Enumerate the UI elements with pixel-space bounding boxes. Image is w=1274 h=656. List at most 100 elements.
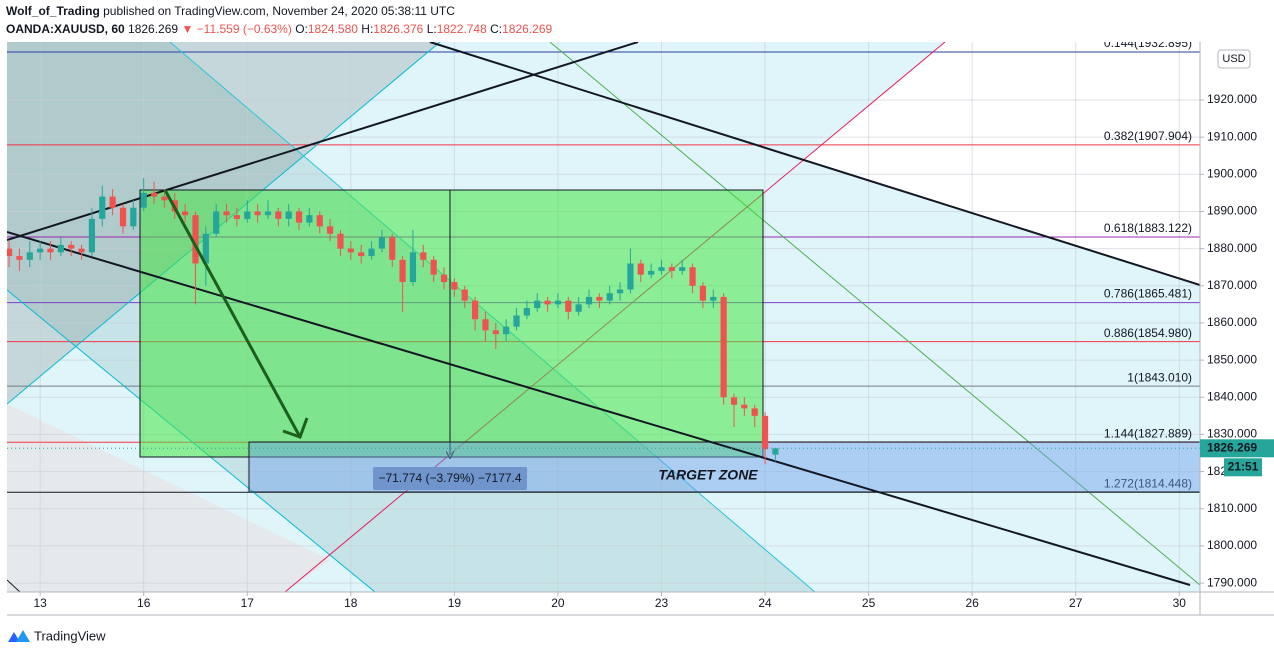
candle-body [440, 274, 448, 283]
footer-brand: TradingView [34, 628, 106, 643]
candle-body [347, 248, 354, 253]
candle-body [316, 215, 323, 227]
fib-label: 0.618(1883.122) [1104, 221, 1192, 235]
fib-label: 0.382(1907.904) [1104, 129, 1192, 143]
candle-body [648, 270, 655, 275]
x-tick-label: 17 [241, 596, 255, 610]
logo-icon [16, 630, 30, 642]
y-tick-label: 1810.000 [1207, 501, 1257, 515]
candle-body [554, 300, 562, 305]
legend-line: OANDA:XAUUSD, 60 1826.269 ▼ −11.559 (−0.… [6, 22, 552, 36]
change-arrow: ▼ [181, 22, 193, 36]
candle-body [233, 215, 241, 219]
fib-label: 0.886(1854.980) [1104, 326, 1192, 340]
candle-body [16, 256, 23, 260]
candle-body [378, 237, 385, 249]
candle-body [130, 207, 137, 227]
candle-body [192, 215, 199, 264]
candle-body [741, 404, 748, 409]
candle-body [637, 263, 644, 275]
open-value: 1824.580 [308, 22, 358, 36]
x-tick-label: 26 [965, 596, 979, 610]
candles [7, 178, 779, 465]
x-tick-label: 23 [655, 596, 669, 610]
countdown-box [1224, 458, 1262, 477]
high-value: 1826.376 [373, 22, 423, 36]
price-tag-label: 1826.269 [1207, 440, 1257, 454]
range-box [139, 189, 764, 458]
y-tick-label: 1910.000 [1207, 129, 1257, 143]
currency: USD [1222, 53, 1245, 65]
price-tag-box [1200, 439, 1274, 458]
candle-body [182, 211, 189, 216]
green-line [549, 42, 1200, 586]
forecast-arrowhead [282, 417, 309, 439]
y-tick-label: 1860.000 [1207, 315, 1257, 329]
candle-body [161, 196, 168, 201]
candle-body [109, 196, 116, 208]
candle-body [264, 211, 272, 216]
candle-body [306, 215, 313, 223]
symbol: OANDA:XAUUSD, 60 [6, 22, 125, 36]
candle-body [420, 252, 427, 260]
author: Wolf_of_Trading [6, 4, 100, 18]
y-tick-label: 1840.000 [1207, 389, 1257, 403]
candle-body [254, 211, 261, 216]
y-tick-label: 1880.000 [1207, 241, 1257, 255]
y-tick-label: 1870.000 [1207, 278, 1257, 292]
candle-body [616, 289, 624, 294]
open-label: O: [295, 22, 308, 36]
candle-body [689, 267, 696, 286]
candle-body [7, 248, 13, 257]
candle-body [710, 296, 717, 301]
candle-body [213, 211, 220, 234]
candle-body [68, 244, 75, 249]
drawings-front: −71.774 (−3.79%) −7177.4 TARGET ZONE [163, 189, 758, 490]
x-tick-label: 13 [33, 596, 47, 610]
y-tick-label: 1790.000 [1207, 575, 1257, 589]
low-value: 1822.748 [437, 22, 487, 36]
x-tick-label: 18 [344, 596, 358, 610]
y-tick-label: 1920.000 [1207, 92, 1257, 106]
forecast-arrow [163, 189, 302, 438]
candle-body [368, 248, 375, 257]
y-tick-label: 1830.000 [1207, 427, 1257, 441]
close-value: 1826.269 [502, 22, 552, 36]
candle-body [389, 237, 396, 260]
x-tick-label: 30 [1173, 596, 1187, 610]
candle-body [679, 267, 686, 271]
candle-body [492, 330, 499, 335]
candle-body [761, 415, 769, 450]
candle-body [451, 282, 458, 290]
candle-body [699, 285, 707, 301]
candle-body [275, 211, 282, 219]
candle-body [668, 267, 675, 271]
x-tick-label: 20 [551, 596, 565, 610]
candle-body [326, 226, 334, 234]
candle-body [730, 397, 738, 405]
candle-body [119, 207, 127, 227]
candle-body [751, 408, 758, 416]
y-tick-label: 1900.000 [1207, 166, 1257, 180]
change: −11.559 (−0.63%) [197, 22, 292, 36]
countdown: 21:51 [1228, 459, 1259, 473]
header-line: Wolf_of_Trading published on TradingView… [6, 4, 455, 18]
candle-body [523, 308, 530, 316]
candle-body [503, 326, 510, 335]
fib-label: 0.144(1932.895) [1104, 36, 1192, 50]
candle-body [565, 300, 572, 312]
high-label: H: [361, 22, 373, 36]
candle-body [596, 296, 603, 301]
published: published on TradingView.com, November 2… [103, 4, 455, 18]
close-label: C: [490, 22, 502, 36]
x-tick-label: 27 [1069, 596, 1083, 610]
measure-box [373, 467, 527, 490]
candle-body [358, 252, 365, 257]
candle-body [88, 218, 96, 253]
y-tick-label: 1850.000 [1207, 352, 1257, 366]
currency-box[interactable] [1217, 49, 1251, 69]
measure-label: −71.774 (−3.79%) −7177.4 [378, 471, 521, 485]
y-tick-label: 1800.000 [1207, 538, 1257, 552]
annotation: TARGET ZONE [658, 467, 758, 483]
